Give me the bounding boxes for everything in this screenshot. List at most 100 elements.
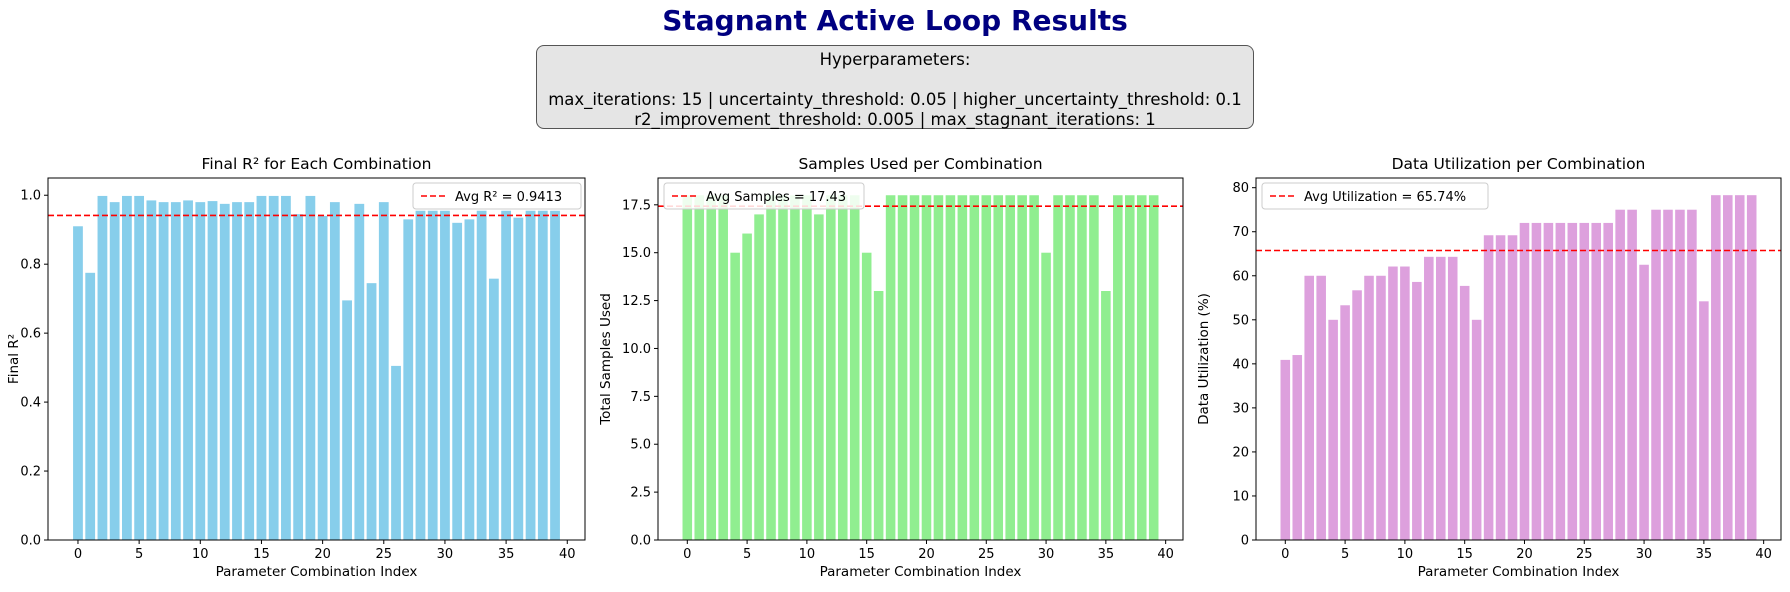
bar	[501, 210, 511, 540]
plot-frame	[1255, 177, 1782, 541]
bar	[1543, 222, 1554, 540]
x-tick-label: 10	[1397, 547, 1414, 562]
y-tick-label: 0.0	[20, 534, 41, 549]
chart-title: Data Utilization per Combination	[1392, 155, 1646, 173]
bar	[909, 195, 920, 540]
y-tick-label: 0.8	[20, 258, 41, 273]
x-tick-label: 0	[74, 547, 82, 562]
x-tick-label: 20	[1516, 547, 1533, 562]
bar	[933, 195, 944, 540]
x-tick-label: 0	[1281, 547, 1289, 562]
bar	[1519, 222, 1530, 540]
x-tick-label: 35	[498, 547, 515, 562]
bar	[256, 195, 267, 540]
bar	[1124, 195, 1135, 540]
bar	[488, 278, 499, 540]
bar	[1148, 195, 1159, 540]
bar	[790, 195, 800, 540]
bar	[993, 195, 1004, 540]
bar	[1412, 281, 1422, 540]
bar	[1388, 266, 1398, 540]
bar	[1053, 195, 1063, 540]
y-tick-label: 5.0	[630, 438, 651, 453]
bar	[219, 203, 230, 540]
x-tick-label: 15	[858, 547, 875, 562]
y-axis-label: Data Utilization (%)	[1196, 293, 1212, 425]
bar	[921, 195, 932, 540]
bar	[73, 226, 83, 540]
legend	[663, 182, 865, 210]
y-tick-label: 17.5	[622, 198, 651, 213]
y-axis-label: Final R²	[6, 334, 22, 384]
bar	[742, 233, 752, 540]
y-tick-label: 2.5	[630, 486, 651, 501]
bar	[754, 214, 764, 540]
bar	[329, 202, 340, 540]
bar	[525, 210, 536, 540]
x-tick-label: 0	[683, 547, 691, 562]
bar	[134, 195, 145, 540]
bar	[122, 195, 132, 540]
bar	[1687, 209, 1697, 540]
bar	[1663, 209, 1673, 540]
chart-title: Final R² for Each Combination	[202, 155, 432, 173]
bar	[1017, 195, 1027, 540]
hyperparameters-line-1: max_iterations: 15 | uncertainty_thresho…	[548, 90, 1242, 109]
bar	[1041, 252, 1051, 540]
bar	[1591, 222, 1602, 540]
x-tick-label: 30	[1636, 547, 1653, 562]
bar	[1352, 290, 1362, 540]
bar	[1746, 195, 1757, 541]
bar	[513, 217, 524, 540]
samples-chart: Samples Used per Combination 0 5 10 15 20 25 30…	[598, 155, 1184, 580]
bar	[1531, 222, 1542, 540]
bar	[244, 202, 255, 540]
bar	[969, 195, 980, 540]
bar	[293, 214, 304, 540]
bar	[195, 202, 206, 540]
r2-chart: Final R² for Each Combination 0 5 10 15 20 25 3…	[6, 155, 586, 580]
bar	[1424, 256, 1434, 540]
bar	[1495, 235, 1506, 540]
x-tick-label: 40	[1157, 547, 1174, 562]
y-tick-label: 50	[1232, 313, 1249, 328]
bar	[1089, 195, 1099, 540]
bar	[682, 195, 693, 540]
bar	[85, 272, 96, 540]
y-tick-label: 12.5	[622, 294, 651, 309]
bar	[837, 195, 848, 540]
x-tick-label: 10	[799, 547, 816, 562]
y-tick-label: 7.5	[630, 390, 651, 405]
bar	[109, 202, 120, 540]
x-tick-label: 30	[437, 547, 454, 562]
x-tick-label: 40	[559, 547, 576, 562]
legend	[412, 182, 582, 210]
y-tick-label: 60	[1232, 269, 1249, 284]
bar	[317, 215, 328, 540]
bar	[281, 195, 291, 540]
y-tick-label: 0.0	[630, 534, 651, 549]
bar	[464, 219, 475, 540]
y-axis-label: Total Samples Used	[598, 293, 614, 426]
bar	[1567, 222, 1578, 540]
bar	[1699, 301, 1709, 540]
bar	[1603, 222, 1613, 540]
bar	[183, 200, 193, 540]
x-axis-label: Parameter Combination Index	[1418, 564, 1620, 580]
bar	[981, 195, 992, 540]
bar	[427, 210, 438, 540]
bar	[1734, 195, 1745, 541]
bar	[1136, 195, 1147, 540]
bar	[1627, 209, 1637, 540]
bar	[1651, 209, 1661, 540]
figure-title: Stagnant Active Loop Results	[662, 4, 1128, 37]
bar	[1304, 275, 1315, 540]
x-tick-label: 5	[135, 547, 143, 562]
bar	[694, 195, 705, 540]
bar	[1435, 256, 1446, 540]
x-tick-label: 25	[1576, 547, 1593, 562]
bar	[1340, 305, 1350, 540]
bar	[1328, 319, 1338, 540]
legend-label: Avg Utilization = 65.74%	[1304, 190, 1466, 205]
bar	[268, 195, 279, 540]
